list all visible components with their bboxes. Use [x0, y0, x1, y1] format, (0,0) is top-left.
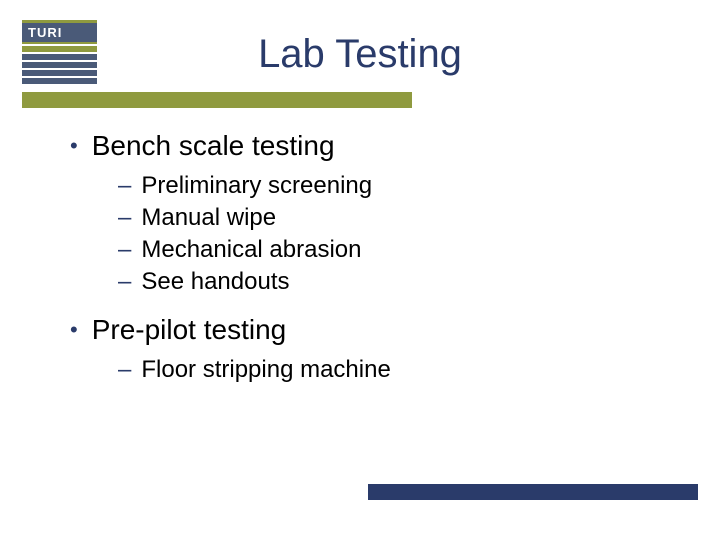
bullet-level2: – See handouts — [118, 268, 650, 296]
bullet-text: Pre-pilot testing — [92, 314, 287, 346]
bullet-level2: – Mechanical abrasion — [118, 236, 650, 264]
bullet-level1: • Bench scale testing — [70, 130, 650, 162]
bullet-level1: • Pre-pilot testing — [70, 314, 650, 346]
bullet-dash-icon: – — [118, 172, 131, 200]
bullet-text: Mechanical abrasion — [141, 236, 361, 264]
bullet-dash-icon: – — [118, 268, 131, 296]
bullet-text: Preliminary screening — [141, 172, 372, 200]
bullet-dot-icon: • — [70, 319, 78, 341]
sublist: – Preliminary screening – Manual wipe – … — [118, 172, 650, 296]
footer-accent-bar — [368, 484, 698, 500]
logo-stripe — [22, 78, 97, 84]
bullet-dash-icon: – — [118, 356, 131, 384]
content-body: • Bench scale testing – Preliminary scre… — [70, 130, 650, 402]
bullet-dash-icon: – — [118, 204, 131, 232]
slide-title: Lab Testing — [0, 32, 720, 77]
sublist: – Floor stripping machine — [118, 356, 650, 384]
bullet-level2: – Manual wipe — [118, 204, 650, 232]
bullet-text: Bench scale testing — [92, 130, 335, 162]
bullet-text: Manual wipe — [141, 204, 276, 232]
title-underline — [22, 92, 412, 108]
bullet-dot-icon: • — [70, 135, 78, 157]
bullet-text: Floor stripping machine — [141, 356, 390, 384]
bullet-dash-icon: – — [118, 236, 131, 264]
bullet-level2: – Preliminary screening — [118, 172, 650, 200]
bullet-level2: – Floor stripping machine — [118, 356, 650, 384]
bullet-text: See handouts — [141, 268, 289, 296]
